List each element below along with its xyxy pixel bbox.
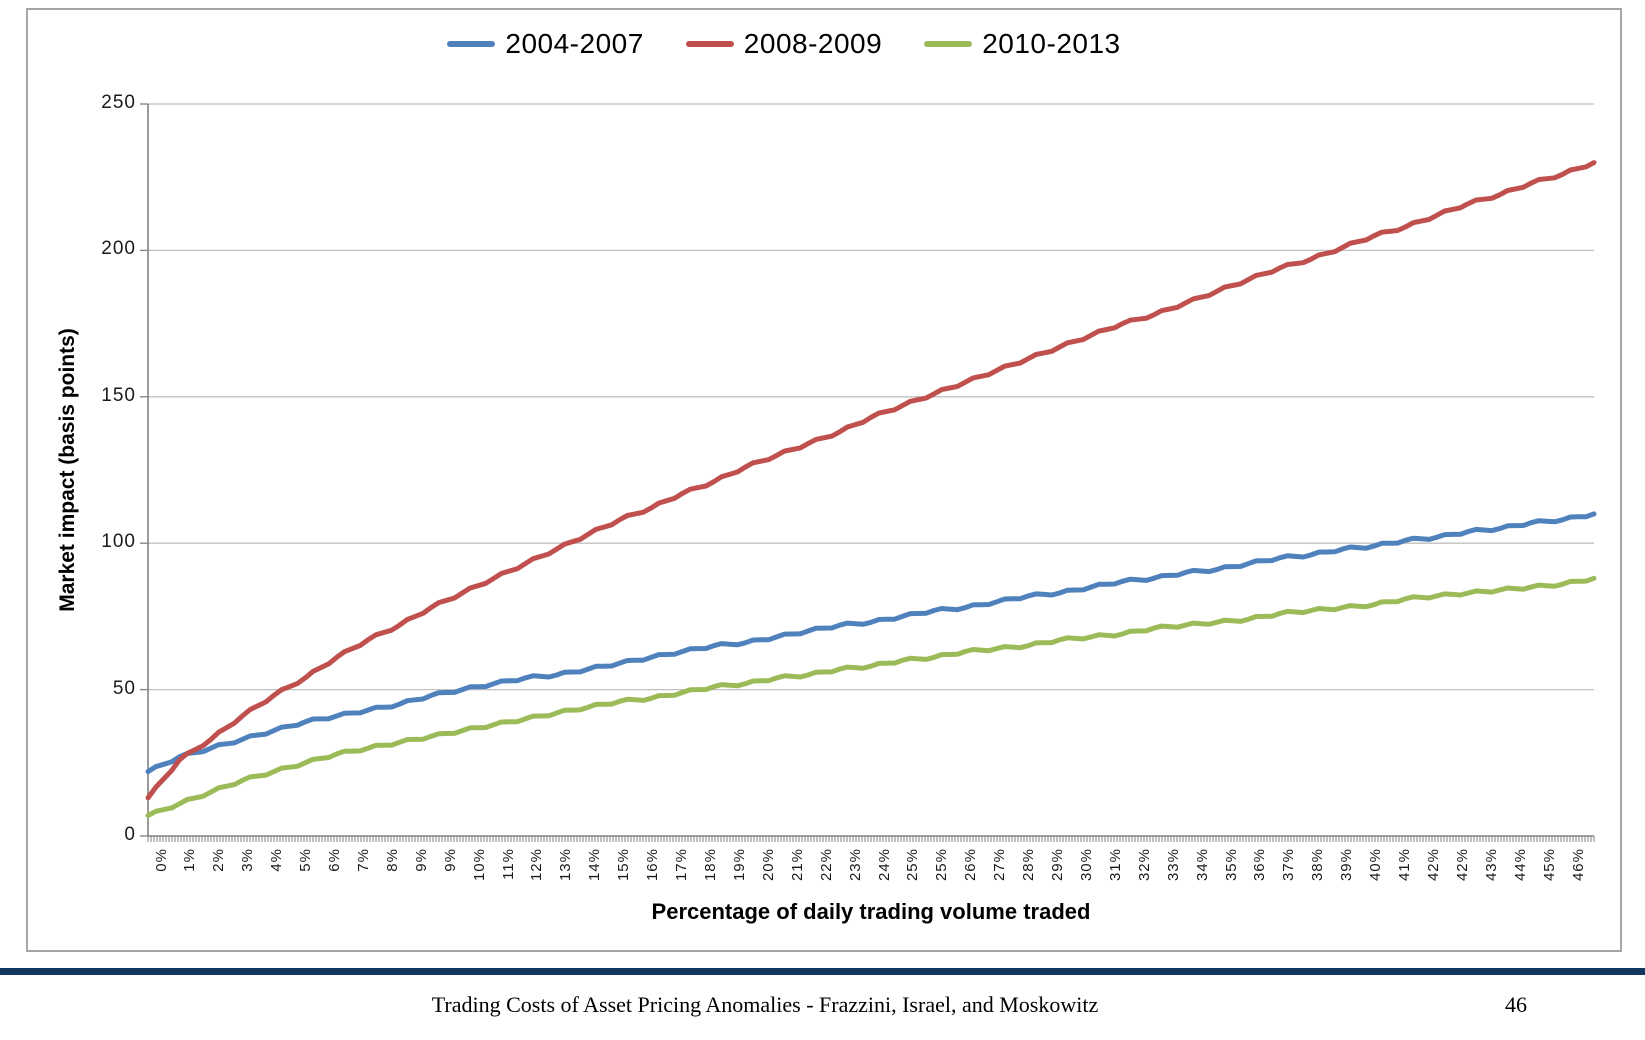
x-axis-tick-label: 16%	[644, 848, 662, 882]
x-axis-tick-label: 18%	[701, 848, 719, 882]
x-axis-tick-label: 14%	[586, 848, 604, 882]
x-axis-tick-label: 8%	[383, 848, 401, 872]
x-axis-tick-label: 7%	[354, 848, 372, 872]
x-axis-tick-label: 26%	[962, 848, 980, 882]
x-axis-tick-label: 0%	[152, 848, 170, 872]
x-axis-tick-label: 39%	[1338, 848, 1356, 882]
x-axis-tick-label: 3%	[239, 848, 257, 872]
series-line-2008-2009	[145, 160, 1597, 801]
x-axis-tick-label: 10%	[470, 848, 488, 882]
y-axis-title: Market impact (basis points)	[56, 328, 79, 612]
y-axis-tick-label: 50	[112, 677, 136, 699]
series-line-2010-2013	[145, 575, 1597, 818]
x-axis-tick-label: 45%	[1540, 848, 1558, 882]
y-axis-tick-label: 0	[124, 824, 136, 845]
legend-item-2010-2013: 2010-2013	[924, 28, 1120, 60]
x-axis-tick-label: 1%	[181, 848, 199, 872]
x-axis-tick-label: 11%	[499, 848, 517, 880]
legend-line-swatch	[685, 41, 734, 47]
x-axis-tick-label: 35%	[1222, 848, 1240, 882]
x-axis-tick-label: 27%	[991, 848, 1009, 882]
y-axis-tick-label: 100	[101, 531, 136, 553]
x-axis-tick-label: 12%	[528, 848, 546, 882]
x-axis-tick-label: 24%	[875, 848, 893, 882]
y-axis-tick-label: 200	[101, 238, 136, 260]
x-axis-title: Percentage of daily trading volume trade…	[651, 899, 1091, 924]
x-axis-tick-label: 37%	[1280, 848, 1298, 882]
x-axis-tick-label: 30%	[1077, 848, 1095, 882]
legend-label: 2010-2013	[982, 28, 1121, 59]
chart-legend: 2004-2007 2008-2009 2010-2013	[26, 28, 1622, 60]
legend-label: 2008-2009	[743, 28, 883, 59]
x-axis-tick-label: 19%	[730, 848, 748, 882]
legend-item-2008-2009: 2008-2009	[685, 28, 883, 60]
x-axis-tick-label: 9%	[441, 848, 459, 872]
x-axis-tick-label: 36%	[1251, 848, 1269, 882]
x-axis-tick-label: 33%	[1164, 848, 1182, 882]
x-axis-tick-label: 2%	[210, 848, 228, 872]
legend-line-swatch	[447, 41, 496, 47]
x-axis-tick-label: 23%	[846, 848, 864, 882]
series-line-2004-2007	[145, 511, 1597, 775]
chart-frame	[26, 8, 1622, 952]
x-axis-tick-label: 44%	[1511, 848, 1529, 882]
x-axis-tick-label: 17%	[673, 848, 690, 882]
x-axis-tick-label: 25%	[933, 848, 951, 882]
legend-line-swatch	[924, 41, 973, 47]
x-axis-tick-label: 31%	[1106, 848, 1124, 882]
x-axis-tick-label: 32%	[1135, 848, 1153, 882]
x-axis-tick-label: 28%	[1020, 848, 1038, 882]
x-axis-tick-label: 34%	[1193, 848, 1211, 882]
x-axis-tick-label: 22%	[817, 848, 835, 882]
x-axis-tick-label: 42%	[1453, 848, 1471, 882]
x-axis-tick-label: 13%	[557, 848, 575, 882]
x-axis-minor-ticks	[147, 836, 1595, 842]
x-axis-tick-label: 43%	[1482, 848, 1500, 882]
page-number: 46	[1505, 992, 1527, 1017]
x-axis-tick-label: 4%	[268, 848, 286, 872]
x-axis-tick-label: 6%	[326, 848, 343, 872]
y-axis-tick-label: 150	[101, 384, 136, 406]
legend-label: 2004-2007	[505, 28, 644, 59]
y-axis-tick-label: 250	[101, 92, 136, 113]
x-axis-tick-label: 38%	[1309, 848, 1327, 882]
x-axis-tick-label: 41%	[1396, 848, 1413, 882]
x-axis-tick-label: 42%	[1424, 848, 1442, 882]
x-axis-tick-label: 46%	[1569, 848, 1587, 882]
x-axis-tick-label: 9%	[412, 848, 430, 872]
x-axis-tick-label: 25%	[904, 848, 922, 882]
x-axis-tick-label: 29%	[1049, 848, 1066, 882]
x-axis-tick-label: 40%	[1367, 848, 1385, 882]
x-axis-tick-label: 21%	[788, 848, 806, 882]
x-axis-tick-label: 5%	[297, 848, 315, 872]
x-axis-tick-label: 15%	[615, 848, 633, 882]
footer-title: Trading Costs of Asset Pricing Anomalies…	[431, 992, 1099, 1017]
x-axis-tick-label: 20%	[759, 848, 777, 882]
footer-divider-bar	[0, 968, 1645, 975]
legend-item-2004-2007: 2004-2007	[447, 28, 643, 60]
